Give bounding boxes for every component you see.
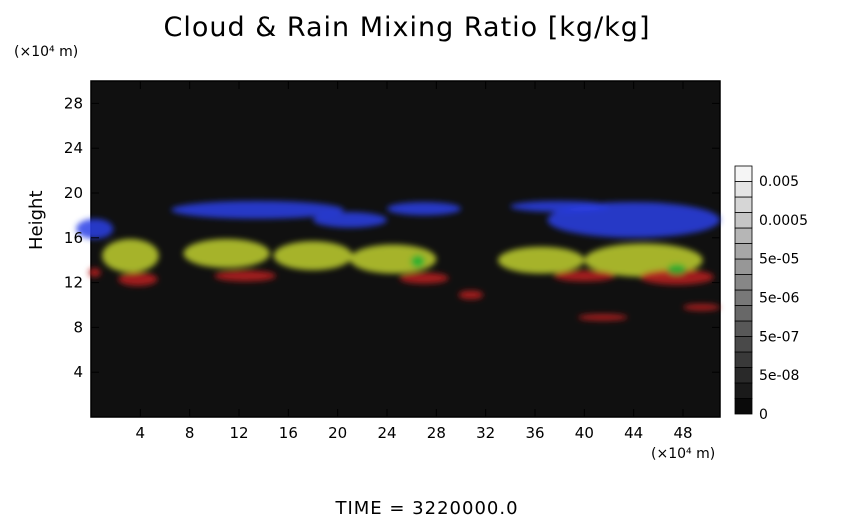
colorbar-label: 5e-07 [759, 329, 799, 345]
x-axis-unit: (×10⁴ m) [651, 446, 716, 462]
heatmap-region [578, 313, 628, 321]
colorbar-swatch [734, 367, 753, 384]
heatmap-region [683, 303, 720, 311]
y-tick-label: 4 [73, 363, 83, 381]
colorbar-label: 0.0005 [759, 213, 808, 229]
heatmap-region [183, 238, 270, 269]
x-tick-label: 8 [185, 424, 195, 442]
heatmap-region [547, 201, 721, 238]
x-tick-label: 32 [476, 424, 495, 442]
heatmap-region [76, 218, 114, 239]
colorbar-label: 5e-06 [759, 291, 799, 307]
heatmap-region [399, 272, 449, 284]
y-tick-label: 12 [64, 274, 83, 292]
colorbar-swatch [734, 227, 753, 244]
y-tick-label: 28 [64, 94, 83, 112]
colorbar-label: 5e-05 [759, 252, 799, 268]
heatmap-region [214, 270, 276, 282]
heatmap-region [171, 200, 344, 219]
x-tick-label: 36 [525, 424, 544, 442]
y-tick-label: 24 [64, 139, 83, 157]
heatmap-region [102, 238, 159, 273]
heatmap-region [639, 269, 714, 285]
x-tick-label: 24 [377, 424, 396, 442]
y-axis-unit: (×10⁴ m) [14, 44, 79, 60]
x-tick-label: 28 [427, 424, 446, 442]
colorbar-swatch [734, 243, 753, 260]
heatmap-region [510, 200, 609, 213]
time-label: TIME = 3220000.0 [335, 498, 519, 519]
heatmap-region [458, 290, 484, 300]
heatmap-region [387, 201, 461, 216]
heatmap-region [313, 212, 387, 228]
colorbar-swatch [734, 305, 753, 322]
colorbar-swatch [734, 274, 753, 291]
colorbar-swatch [734, 165, 753, 182]
colorbar-swatch [734, 351, 753, 368]
colorbar-swatch [734, 212, 753, 229]
x-tick-label: 48 [673, 424, 692, 442]
x-tick-label: 40 [575, 424, 594, 442]
y-tick-label: 16 [64, 229, 83, 247]
heatmap-region [498, 246, 585, 274]
heatmap-region [553, 270, 616, 282]
heatmap-region [273, 241, 353, 271]
heatmap-region [88, 268, 101, 277]
colorbar-label: 0.005 [759, 174, 799, 190]
colorbar-swatch [734, 336, 753, 353]
x-tick-label: 12 [229, 424, 248, 442]
x-tick-label: 4 [136, 424, 146, 442]
heatmap-region [666, 263, 687, 275]
colorbar-swatch [734, 289, 753, 306]
heatmap-region [410, 254, 426, 269]
colorbar-swatch [734, 181, 753, 198]
x-tick-label: 20 [328, 424, 347, 442]
heatmap-region [118, 272, 158, 286]
colorbar-swatch [734, 382, 753, 399]
colorbar-swatch [734, 258, 753, 275]
colorbar-swatch [734, 196, 753, 213]
colorbar-swatch [734, 398, 753, 415]
colorbar-label: 0 [759, 407, 768, 423]
colorbar-swatch [734, 320, 753, 337]
y-tick-label: 8 [73, 318, 83, 336]
chart-title: Cloud & Rain Mixing Ratio [kg/kg] [163, 12, 651, 43]
colorbar-label: 5e-08 [759, 368, 799, 384]
y-tick-label: 20 [64, 184, 83, 202]
x-tick-label: 44 [624, 424, 643, 442]
x-tick-label: 16 [279, 424, 298, 442]
